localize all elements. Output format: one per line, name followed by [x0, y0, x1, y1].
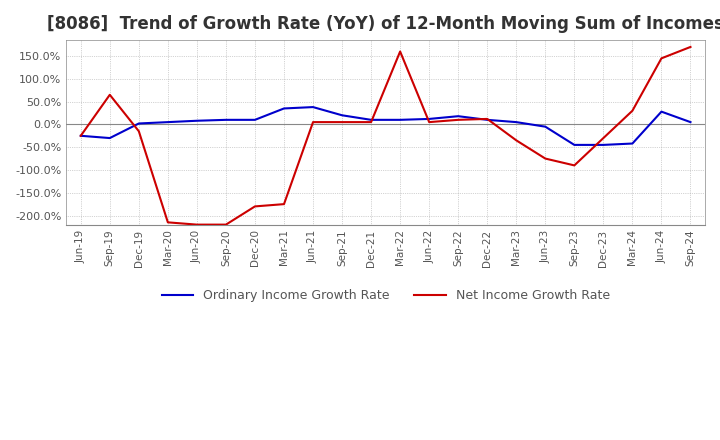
Ordinary Income Growth Rate [309, 104, 318, 110]
Ordinary Income Growth Rate [425, 116, 433, 121]
Ordinary Income Growth Rate [251, 117, 259, 122]
Net Income Growth Rate [163, 220, 172, 225]
Net Income Growth Rate [76, 133, 85, 139]
Ordinary Income Growth Rate [483, 117, 492, 122]
Ordinary Income Growth Rate [222, 117, 230, 122]
Ordinary Income Growth Rate [105, 136, 114, 141]
Net Income Growth Rate [570, 163, 579, 168]
Ordinary Income Growth Rate [135, 121, 143, 126]
Net Income Growth Rate [396, 49, 405, 54]
Ordinary Income Growth Rate [657, 109, 666, 114]
Line: Net Income Growth Rate: Net Income Growth Rate [81, 47, 690, 225]
Net Income Growth Rate [105, 92, 114, 97]
Ordinary Income Growth Rate [541, 124, 549, 129]
Net Income Growth Rate [454, 117, 462, 122]
Ordinary Income Growth Rate [192, 118, 201, 123]
Net Income Growth Rate [135, 128, 143, 134]
Net Income Growth Rate [279, 202, 288, 207]
Ordinary Income Growth Rate [279, 106, 288, 111]
Line: Ordinary Income Growth Rate: Ordinary Income Growth Rate [81, 107, 690, 145]
Net Income Growth Rate [483, 116, 492, 121]
Ordinary Income Growth Rate [366, 117, 375, 122]
Ordinary Income Growth Rate [686, 120, 695, 125]
Title: [8086]  Trend of Growth Rate (YoY) of 12-Month Moving Sum of Incomes: [8086] Trend of Growth Rate (YoY) of 12-… [48, 15, 720, 33]
Net Income Growth Rate [251, 204, 259, 209]
Net Income Growth Rate [222, 222, 230, 227]
Net Income Growth Rate [309, 120, 318, 125]
Net Income Growth Rate [512, 138, 521, 143]
Net Income Growth Rate [425, 120, 433, 125]
Ordinary Income Growth Rate [570, 142, 579, 147]
Net Income Growth Rate [338, 120, 346, 125]
Ordinary Income Growth Rate [396, 117, 405, 122]
Net Income Growth Rate [599, 136, 608, 141]
Net Income Growth Rate [628, 108, 636, 114]
Ordinary Income Growth Rate [454, 114, 462, 119]
Net Income Growth Rate [192, 222, 201, 227]
Net Income Growth Rate [366, 120, 375, 125]
Ordinary Income Growth Rate [628, 141, 636, 146]
Legend: Ordinary Income Growth Rate, Net Income Growth Rate: Ordinary Income Growth Rate, Net Income … [156, 284, 615, 307]
Ordinary Income Growth Rate [76, 133, 85, 139]
Ordinary Income Growth Rate [512, 120, 521, 125]
Net Income Growth Rate [657, 56, 666, 61]
Ordinary Income Growth Rate [338, 113, 346, 118]
Ordinary Income Growth Rate [599, 142, 608, 147]
Net Income Growth Rate [541, 156, 549, 161]
Ordinary Income Growth Rate [163, 120, 172, 125]
Net Income Growth Rate [686, 44, 695, 50]
